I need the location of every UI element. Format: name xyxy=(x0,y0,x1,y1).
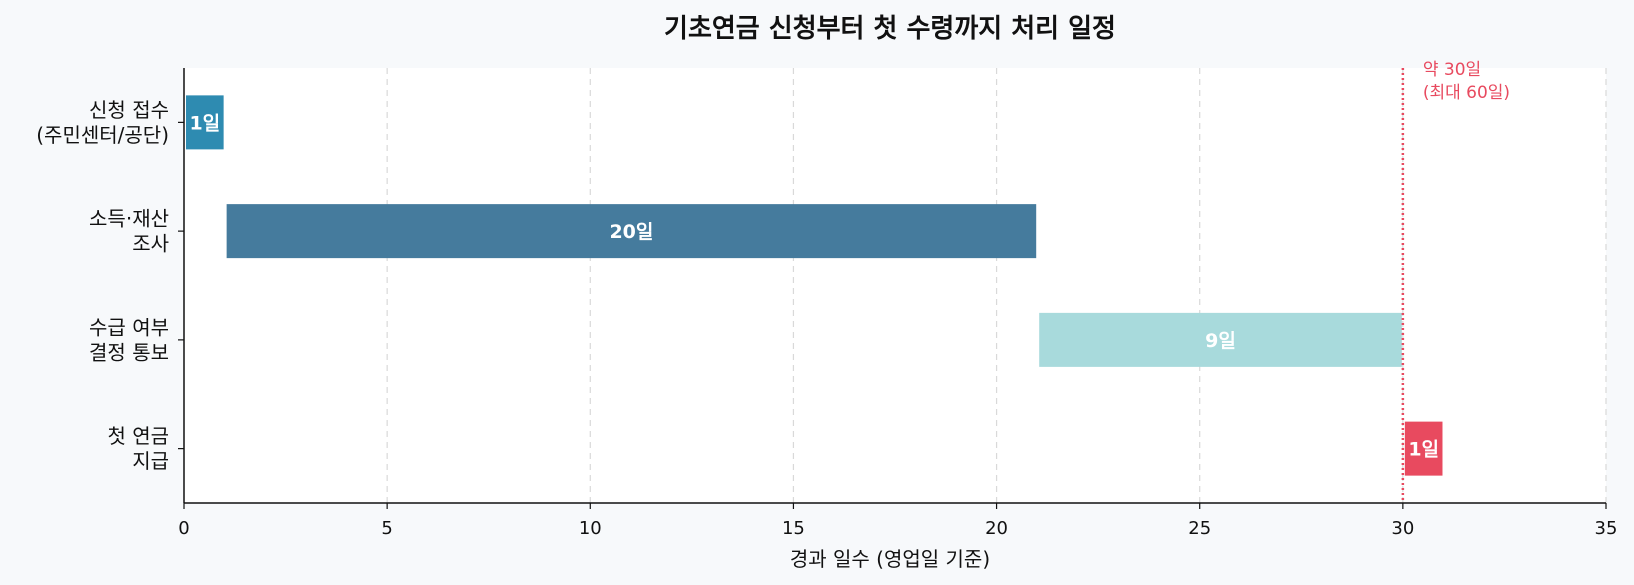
x-tick-label-7: 35 xyxy=(1595,518,1618,539)
chart-title: 기초연금 신청부터 첫 수령까지 처리 일정 xyxy=(664,14,1116,44)
bar-value-label-2: 9일 xyxy=(1205,330,1236,352)
grid-lines xyxy=(184,68,1607,503)
x-tick-label-4: 20 xyxy=(985,518,1008,539)
category-label-0-line-0: 신청 접수 xyxy=(89,98,169,122)
bar-value-label-1: 20일 xyxy=(609,221,653,243)
category-label-1-line-1: 조사 xyxy=(132,232,169,256)
plot-background xyxy=(184,68,1606,503)
bars-group: 1일 20일 9일 1일 xyxy=(186,95,1443,476)
bar-3 xyxy=(1404,421,1443,476)
x-tick-label-6: 30 xyxy=(1391,518,1414,539)
axes-group xyxy=(178,68,1607,509)
category-label-2-line-0: 수급 여부 xyxy=(89,315,169,339)
category-label-2-line-1: 결정 통보 xyxy=(89,340,169,364)
x-axis-label: 경과 일수 (영업일 기준) xyxy=(790,547,990,571)
reference-annotation-line-0: 약 30일 xyxy=(1423,60,1481,80)
x-tick-label-0: 0 xyxy=(178,518,189,539)
reference-line-group: 약 30일 (최대 60일) xyxy=(1401,60,1510,503)
x-tick-label-2: 10 xyxy=(579,518,602,539)
bar-0 xyxy=(186,95,224,150)
bar-1 xyxy=(226,204,1037,259)
x-tick-label-3: 15 xyxy=(782,518,805,539)
bar-value-label-0: 1일 xyxy=(189,112,220,134)
reference-annotation-line-1: (최대 60일) xyxy=(1423,83,1510,103)
x-tick-labels: 0 5 10 15 20 25 30 35 xyxy=(178,518,1617,539)
category-label-3-line-1: 지급 xyxy=(132,449,169,473)
category-label-1-line-0: 소득·재산 xyxy=(89,207,169,231)
x-tick-label-1: 5 xyxy=(381,518,392,539)
bar-value-label-3: 1일 xyxy=(1408,439,1439,461)
category-label-0-line-1: (주민센터/공단) xyxy=(36,123,169,147)
bar-2 xyxy=(1039,312,1402,367)
category-label-3-line-0: 첫 연금 xyxy=(107,424,169,448)
x-tick-label-5: 25 xyxy=(1188,518,1211,539)
